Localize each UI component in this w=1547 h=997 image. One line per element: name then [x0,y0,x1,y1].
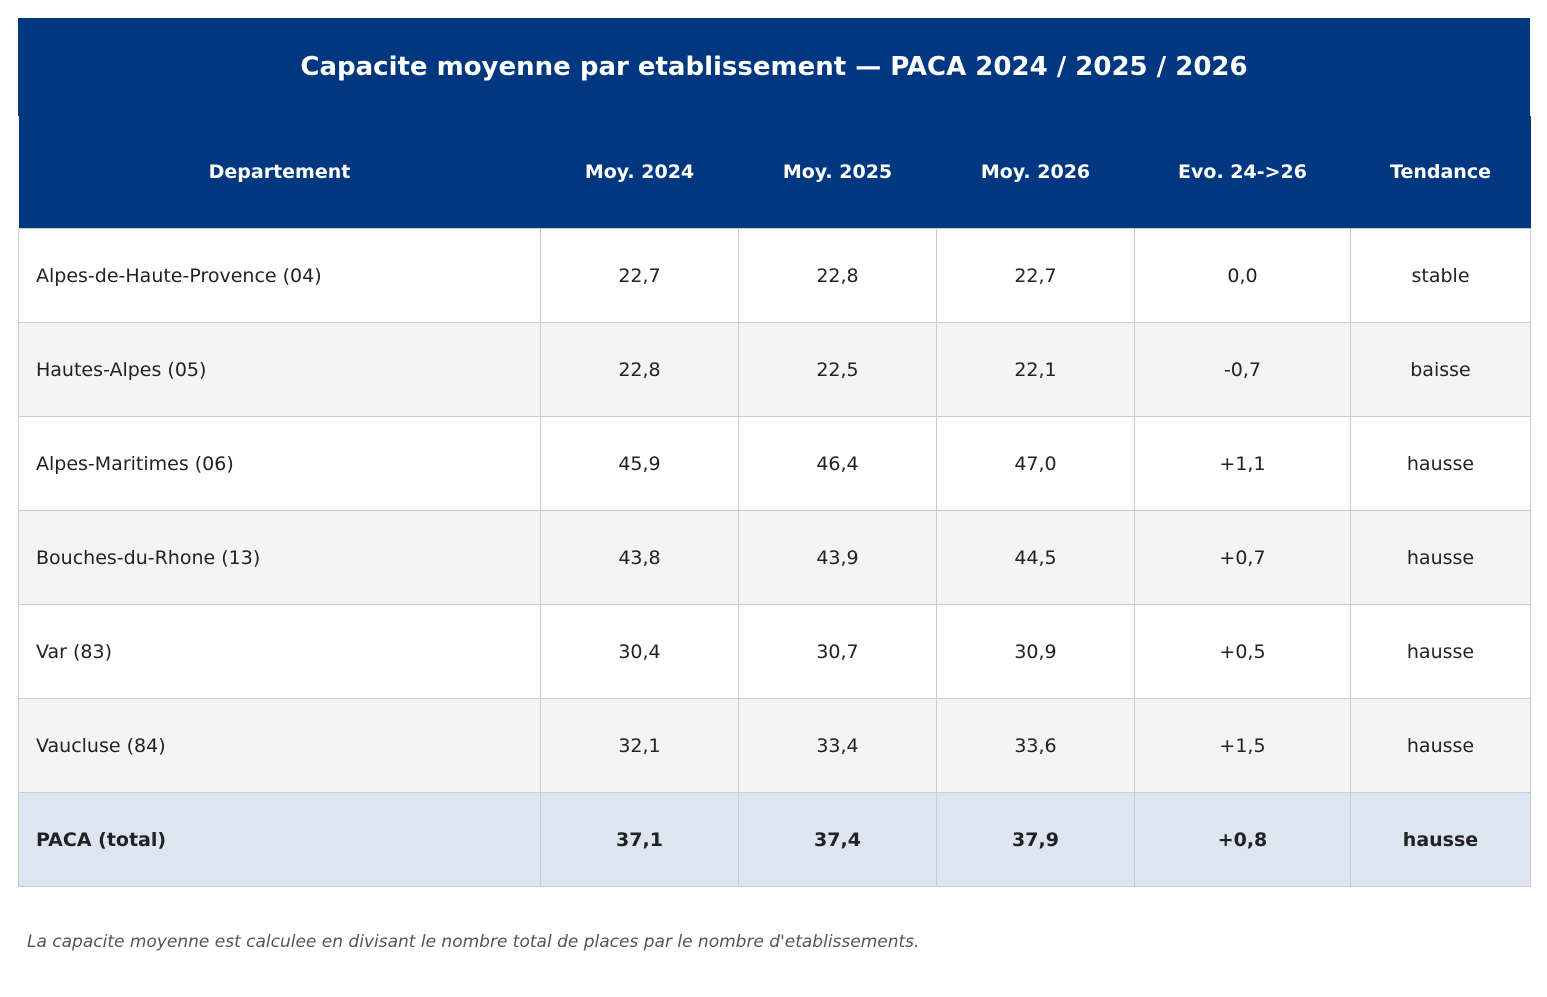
table-cell: Hautes-Alpes (05) [18,322,541,417]
table-cell: 44,5 [936,510,1135,605]
table-cell: hausse [1350,698,1531,793]
table-cell: 22,7 [936,228,1135,323]
table-row: Hautes-Alpes (05) 22,8 22,5 22,1 -0,7 baisse [18,322,1531,417]
table-row: Vaucluse (84) 32,1 33,4 33,6 +1,5 hausse [18,698,1531,793]
table-cell: 22,8 [738,228,937,323]
table-cell: 30,7 [738,604,937,699]
column-header: Moy. 2024 [540,116,739,229]
table-row: PACA (total) 37,1 37,4 37,9 +0,8 hausse [18,792,1531,887]
table-body: Alpes-de-Haute-Provence (04) 22,7 22,8 22,7… [18,228,1531,887]
table-cell: Alpes-Maritimes (06) [18,416,541,511]
table-cell: hausse [1350,792,1531,887]
footnote: La capacite moyenne est calculee en divi… [27,932,920,952]
table-cell: 30,4 [540,604,739,699]
table-cell: 22,1 [936,322,1135,417]
table-cell: stable [1350,228,1531,323]
table-cell: hausse [1350,510,1531,605]
table-cell: baisse [1350,322,1531,417]
table-cell: 22,5 [738,322,937,417]
table-cell: +0,8 [1134,792,1351,887]
table-title: Capacite moyenne par etablissement — PAC… [18,18,1530,116]
table-card: Capacite moyenne par etablissement — PAC… [18,18,1531,887]
table-cell: 33,4 [738,698,937,793]
table-cell: 46,4 [738,416,937,511]
table-cell: 43,9 [738,510,937,605]
table-cell: hausse [1350,604,1531,699]
column-header: Evo. 24->26 [1134,116,1351,229]
table-cell: 22,7 [540,228,739,323]
table-cell: +0,7 [1134,510,1351,605]
table-row: Alpes-Maritimes (06) 45,9 46,4 47,0 +1,1 haus… [18,416,1531,511]
column-header: Tendance [1350,116,1531,229]
header-row: Departement Moy. 2024 Moy. 2025 Moy. 2026 Ev… [18,116,1531,229]
table-cell: 22,8 [540,322,739,417]
table-row: Var (83) 30,4 30,7 30,9 +0,5 hausse [18,604,1531,699]
column-header: Moy. 2026 [936,116,1135,229]
table-cell: Alpes-de-Haute-Provence (04) [18,228,541,323]
table-cell: 30,9 [936,604,1135,699]
table-cell: -0,7 [1134,322,1351,417]
table-cell: 45,9 [540,416,739,511]
column-header: Departement [18,116,541,229]
table-row: Bouches-du-Rhone (13) 43,8 43,9 44,5 +0,7 hau… [18,510,1531,605]
table-cell: 0,0 [1134,228,1351,323]
table-cell: PACA (total) [18,792,541,887]
table-cell: 47,0 [936,416,1135,511]
table-cell: hausse [1350,416,1531,511]
table-cell: Var (83) [18,604,541,699]
table-cell: 37,4 [738,792,937,887]
table-cell: 43,8 [540,510,739,605]
table-row: Alpes-de-Haute-Provence (04) 22,7 22,8 22,7… [18,228,1531,323]
table-cell: 37,1 [540,792,739,887]
table-cell: 37,9 [936,792,1135,887]
table-cell: Vaucluse (84) [18,698,541,793]
table-cell: 33,6 [936,698,1135,793]
table-cell: +0,5 [1134,604,1351,699]
table-cell: +1,5 [1134,698,1351,793]
data-table: Departement Moy. 2024 Moy. 2025 Moy. 2026 Ev… [18,116,1531,887]
table-cell: +1,1 [1134,416,1351,511]
column-header: Moy. 2025 [738,116,937,229]
table-cell: Bouches-du-Rhone (13) [18,510,541,605]
table-cell: 32,1 [540,698,739,793]
